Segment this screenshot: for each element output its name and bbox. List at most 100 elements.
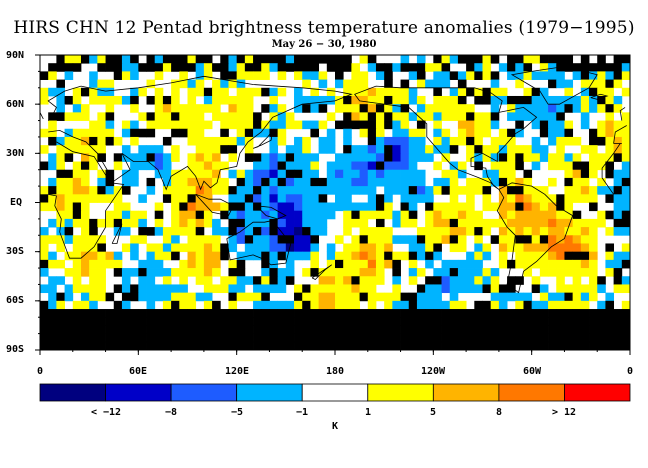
- grid-cell: [515, 259, 524, 269]
- grid-cell: [236, 341, 246, 351]
- grid-cell: [212, 186, 221, 195]
- grid-cell: [441, 128, 451, 138]
- grid-cell: [294, 341, 303, 351]
- grid-cell: [236, 218, 246, 228]
- grid-cell: [359, 186, 369, 195]
- grid-cell: [113, 333, 123, 343]
- grid-cell: [359, 120, 369, 130]
- grid-cell: [244, 112, 254, 121]
- grid-cell: [449, 136, 459, 146]
- grid-cell: [433, 341, 442, 351]
- grid-cell: [597, 317, 606, 326]
- grid-cell: [236, 136, 246, 146]
- grid-cell: [384, 87, 393, 97]
- grid-cell: [367, 177, 377, 187]
- grid-cell: [351, 153, 360, 162]
- grid-cell: [589, 333, 598, 343]
- grid-cell: [326, 136, 336, 146]
- grid-cell: [130, 177, 139, 187]
- grid-cell: [572, 194, 582, 203]
- grid-cell: [318, 194, 328, 203]
- grid-cell: [154, 95, 164, 105]
- grid-cell: [466, 136, 475, 146]
- grid-cell: [449, 300, 459, 310]
- grid-cell: [597, 284, 606, 294]
- grid-cell: [40, 300, 49, 310]
- grid-cell: [72, 87, 82, 97]
- grid-cell: [548, 292, 557, 302]
- lon-label-120e: 120E: [224, 366, 250, 377]
- grid-cell: [146, 251, 156, 261]
- grid-cell: [285, 243, 295, 253]
- grid-cell: [113, 95, 123, 105]
- grid-cell: [105, 309, 115, 318]
- grid-cell: [408, 71, 418, 80]
- grid-cell: [580, 104, 590, 113]
- grid-cell: [466, 71, 475, 80]
- grid-cell: [154, 309, 164, 318]
- grid-cell: [515, 309, 524, 318]
- grid-cell: [294, 145, 303, 154]
- grid-cell: [179, 276, 188, 285]
- grid-cell: [343, 177, 352, 187]
- grid-cell: [523, 202, 533, 212]
- grid-cell: [343, 169, 352, 179]
- grid-cell: [523, 63, 533, 72]
- grid-cell: [195, 120, 205, 130]
- grid-cell: [375, 333, 385, 343]
- grid-cell: [539, 87, 549, 97]
- grid-cell: [244, 243, 254, 253]
- grid-cell: [564, 120, 574, 130]
- grid-cell: [392, 292, 401, 302]
- grid-cell: [408, 202, 418, 212]
- grid-cell: [269, 243, 279, 253]
- grid-cell: [457, 55, 467, 64]
- grid-cell: [187, 341, 197, 351]
- grid-cell: [89, 309, 98, 318]
- grid-cell: [277, 202, 287, 212]
- grid-cell: [400, 79, 410, 89]
- grid-cell: [351, 251, 360, 261]
- grid-cell: [269, 309, 279, 318]
- grid-cell: [416, 292, 426, 302]
- grid-cell: [400, 153, 410, 162]
- grid-cell: [572, 317, 582, 326]
- grid-cell: [367, 284, 377, 294]
- grid-cell: [113, 71, 123, 80]
- grid-cell: [449, 268, 459, 277]
- grid-cell: [130, 153, 139, 162]
- grid-cell: [56, 153, 65, 162]
- coastline: [613, 125, 627, 144]
- grid-cell: [138, 210, 147, 220]
- grid-cell: [474, 112, 483, 121]
- grid-cell: [621, 63, 631, 72]
- grid-cell: [580, 71, 590, 80]
- grid-cell: [195, 136, 205, 146]
- grid-cell: [359, 71, 369, 80]
- grid-cell: [482, 145, 492, 154]
- grid-cell: [138, 235, 147, 244]
- grid-cell: [105, 317, 115, 326]
- grid-cell: [269, 104, 279, 113]
- grid-cell: [171, 87, 180, 97]
- grid-cell: [40, 128, 49, 138]
- grid-cell: [56, 79, 65, 89]
- grid-cell: [261, 177, 270, 187]
- grid-cell: [310, 341, 320, 351]
- grid-cell: [392, 63, 401, 72]
- grid-cell: [302, 104, 311, 113]
- grid-cell: [269, 186, 279, 195]
- grid-cell: [580, 309, 590, 318]
- grid-cell: [105, 186, 115, 195]
- grid-cell: [392, 325, 401, 335]
- grid-cell: [539, 227, 549, 236]
- grid-cell: [515, 153, 524, 162]
- grid-cell: [72, 63, 82, 72]
- grid-cell: [433, 104, 442, 113]
- grid-cell: [523, 210, 533, 220]
- grid-cell: [457, 104, 467, 113]
- grid-cell: [392, 128, 401, 138]
- grid-cell: [367, 227, 377, 236]
- grid-cell: [589, 136, 598, 146]
- grid-cell: [490, 55, 500, 64]
